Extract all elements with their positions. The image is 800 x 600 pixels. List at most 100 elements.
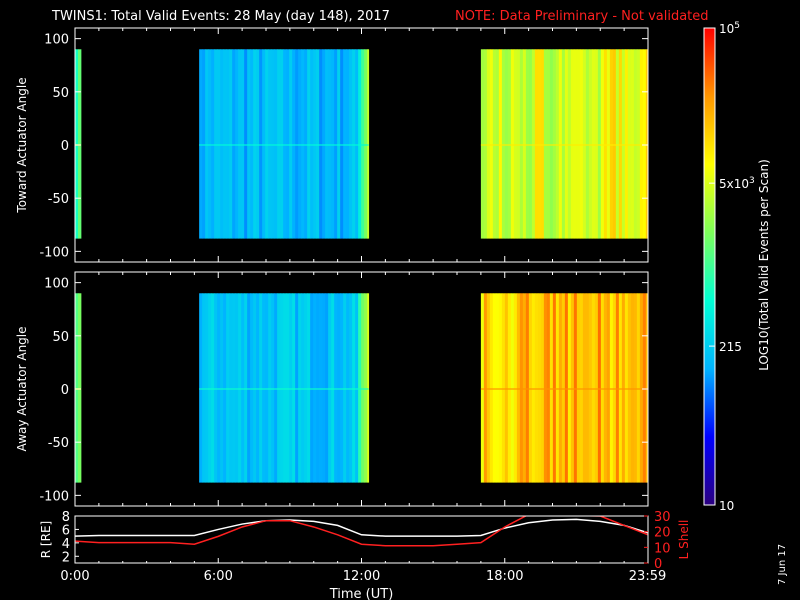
heatmap-cell	[208, 293, 212, 483]
heatmap-cell	[624, 49, 629, 239]
heatmap-cell	[220, 293, 224, 483]
heatmap-cell	[316, 293, 320, 483]
heatmap-cell	[555, 49, 560, 239]
heatmap-cell	[519, 293, 524, 483]
heatmap-cell	[633, 293, 638, 483]
heatmap-cell	[642, 293, 647, 483]
heatmap-cell	[247, 293, 251, 483]
colorbar-gradient	[703, 27, 716, 506]
heatmap-cell	[211, 49, 215, 239]
heatmap-cell	[606, 293, 611, 483]
heatmap-cell	[265, 293, 269, 483]
plot-frame	[74, 515, 649, 564]
heatmap-cell	[609, 293, 614, 483]
colorbar-tick-label: 105	[719, 21, 740, 36]
heatmap-cell	[298, 49, 302, 239]
heatmap-cell	[277, 293, 281, 483]
heatmap-cell	[358, 49, 362, 239]
heatmap-cell	[331, 293, 335, 483]
heatmap-cell	[558, 49, 563, 239]
y-tick-label: 8	[62, 510, 70, 525]
heatmap-cell	[549, 49, 554, 239]
heatmap-cell	[247, 49, 251, 239]
heatmap-cell	[292, 293, 296, 483]
y-tick-label: 50	[52, 330, 69, 345]
heatmap-cell	[639, 49, 644, 239]
heatmap-cell	[241, 49, 245, 239]
heatmap-cell	[576, 49, 581, 239]
heatmap-cell	[322, 49, 326, 239]
heatmap-cell	[367, 293, 370, 483]
y2-tick-label: 10	[654, 541, 671, 556]
heatmap-cell	[283, 293, 287, 483]
heatmap-cell	[600, 49, 605, 239]
heatmap-cell	[238, 293, 242, 483]
heatmap-cell	[627, 49, 632, 239]
heatmap-cell	[325, 49, 329, 239]
heatmap-segment	[480, 293, 649, 483]
heatmap-cell	[546, 293, 551, 483]
heatmap-cell	[334, 49, 338, 239]
heatmap-cell	[217, 49, 221, 239]
heatmap-cell	[202, 49, 206, 239]
heatmap-cell	[301, 293, 305, 483]
heatmap-cell	[328, 49, 332, 239]
heatmap-cell	[504, 293, 509, 483]
heatmap-cell	[600, 293, 605, 483]
zero-angle-band	[480, 388, 648, 390]
heatmap-cell	[259, 293, 263, 483]
heatmap-cell	[486, 49, 491, 239]
heatmap-cell	[531, 49, 536, 239]
heatmap-cell	[510, 293, 515, 483]
heatmap-cell	[355, 49, 359, 239]
heatmap-cell	[501, 49, 506, 239]
heatmap-cell	[337, 293, 341, 483]
heatmap-cell	[579, 293, 584, 483]
heatmap-cell	[244, 49, 248, 239]
heatmap-cell	[492, 49, 497, 239]
heatmap-cell	[513, 293, 518, 483]
heatmap-cell	[606, 49, 611, 239]
heatmap-cell	[226, 49, 230, 239]
heatmap-cell	[310, 49, 314, 239]
preliminary-note: NOTE: Data Preliminary - Not validated	[455, 9, 709, 24]
heatmap-cell	[319, 293, 323, 483]
heatmap-cell	[501, 293, 506, 483]
heatmap-cell	[594, 49, 599, 239]
y-tick-label: -50	[48, 436, 69, 451]
heatmap-cell	[295, 49, 299, 239]
y-tick-label: 0	[61, 383, 69, 398]
heatmap-cell	[498, 49, 503, 239]
heatmap-cell	[301, 49, 305, 239]
heatmap-cell	[259, 49, 263, 239]
heatmap-cell	[624, 293, 629, 483]
heatmap-cell	[304, 49, 308, 239]
heatmap-cell	[540, 49, 545, 239]
heatmap-cell	[525, 293, 530, 483]
toward-heatmap-panel: 100 50 0 -50 -100 Toward Actuator Angle	[15, 27, 649, 263]
date-stamp: 7 Jun 17	[777, 544, 788, 585]
heatmap-cell	[576, 293, 581, 483]
heatmap-cell	[483, 49, 488, 239]
heatmap-cell	[543, 49, 548, 239]
heatmap-cell	[346, 49, 350, 239]
heatmap-cell	[492, 293, 497, 483]
heatmap-cell	[630, 293, 635, 483]
heatmap-cell	[552, 293, 557, 483]
heatmap-cell	[286, 49, 290, 239]
heatmap-cell	[226, 293, 230, 483]
y-tick-label: 100	[44, 33, 69, 48]
heatmap-cell	[307, 293, 311, 483]
heatmap-cell	[211, 293, 215, 483]
heatmap-cell	[495, 49, 500, 239]
heatmap-cell	[241, 293, 245, 483]
zero-angle-band	[480, 144, 648, 146]
heatmap-cell	[340, 49, 344, 239]
heatmap-cell	[223, 49, 227, 239]
heatmap-cell	[262, 293, 266, 483]
heatmap-cell	[486, 293, 491, 483]
heatmap-cell	[289, 293, 293, 483]
heatmap-cell	[594, 293, 599, 483]
y-tick-label: -100	[39, 245, 69, 260]
heatmap-cell	[325, 293, 329, 483]
